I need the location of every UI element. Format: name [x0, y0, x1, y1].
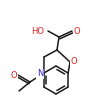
Text: HO: HO — [32, 26, 44, 36]
Text: O: O — [71, 57, 77, 67]
Text: O: O — [11, 71, 17, 79]
Text: O: O — [74, 26, 80, 36]
Text: N: N — [37, 70, 43, 79]
